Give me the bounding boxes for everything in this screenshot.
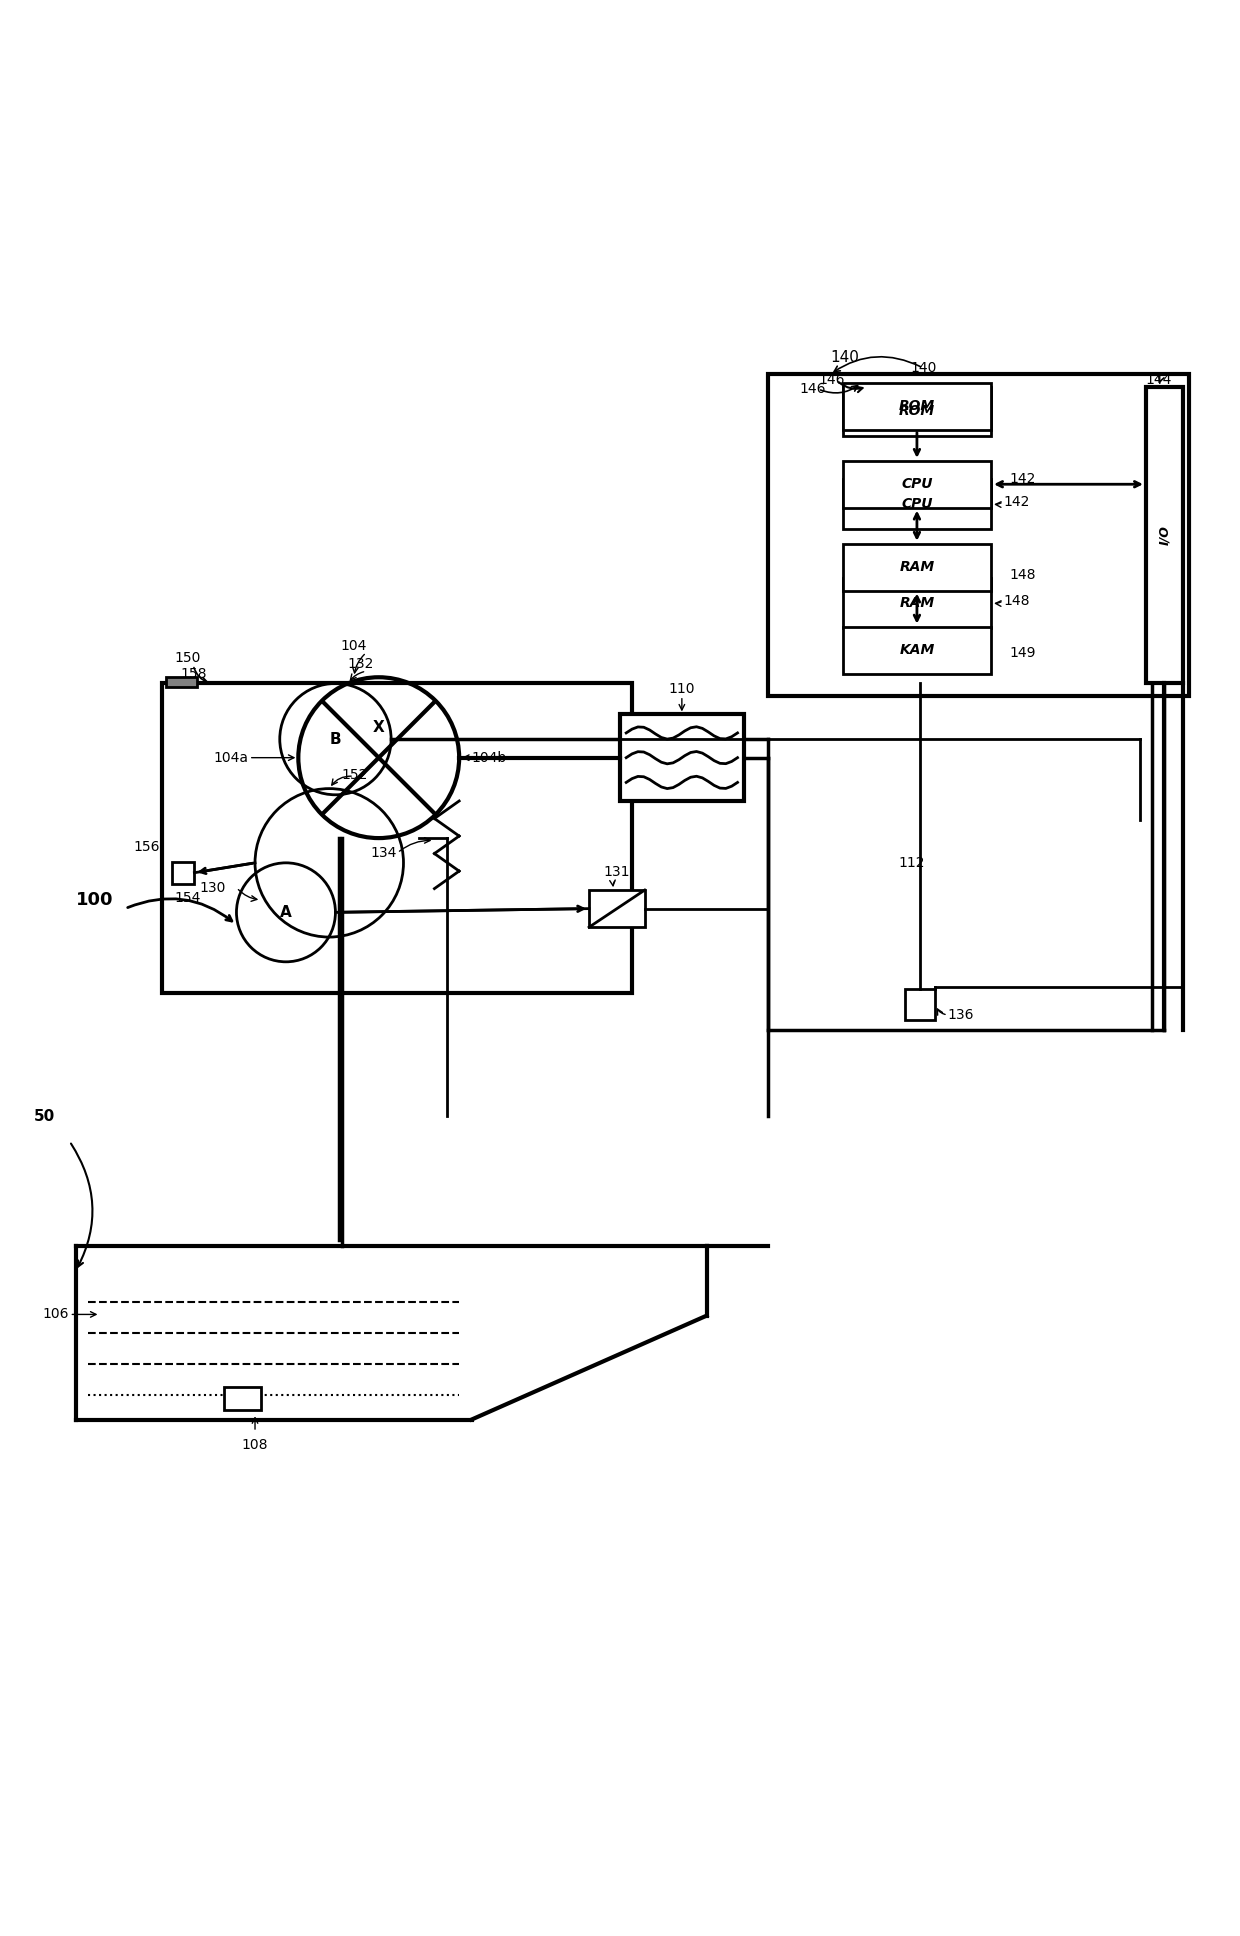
Text: 149: 149 xyxy=(1009,645,1037,660)
Text: 134: 134 xyxy=(371,846,397,860)
Text: I/O: I/O xyxy=(1158,525,1171,544)
Text: 152: 152 xyxy=(342,769,368,782)
Text: 108: 108 xyxy=(242,1438,268,1452)
Text: 140: 140 xyxy=(831,350,859,364)
Text: 132: 132 xyxy=(347,656,374,672)
Bar xyxy=(843,461,991,507)
Text: CPU: CPU xyxy=(901,498,932,511)
Bar xyxy=(1146,387,1183,683)
Text: 106: 106 xyxy=(43,1307,69,1322)
Text: RAM: RAM xyxy=(899,596,935,610)
Text: 146: 146 xyxy=(818,374,844,387)
Text: 150: 150 xyxy=(175,650,201,664)
Text: 131: 131 xyxy=(604,865,630,879)
Bar xyxy=(224,1388,262,1409)
Text: 104: 104 xyxy=(341,639,367,652)
Text: ROM: ROM xyxy=(899,399,935,412)
Text: 158: 158 xyxy=(181,666,207,681)
Text: ROM: ROM xyxy=(899,405,935,418)
Bar xyxy=(843,544,991,590)
Text: B: B xyxy=(330,732,341,747)
Text: RAM: RAM xyxy=(899,560,935,575)
Text: X: X xyxy=(373,720,384,736)
Text: 130: 130 xyxy=(200,881,226,894)
Bar xyxy=(843,383,991,430)
Text: 154: 154 xyxy=(175,891,201,906)
Text: 142: 142 xyxy=(1003,494,1030,509)
Bar xyxy=(843,480,991,529)
Bar xyxy=(620,714,744,802)
Text: 110: 110 xyxy=(668,681,696,695)
Bar xyxy=(904,989,935,1020)
Text: 146: 146 xyxy=(800,381,826,397)
Text: 100: 100 xyxy=(76,891,113,910)
Bar xyxy=(589,891,645,927)
Bar xyxy=(769,374,1189,695)
Text: 140: 140 xyxy=(910,360,937,376)
Bar xyxy=(166,678,197,687)
Text: 104a: 104a xyxy=(213,751,249,765)
Text: 156: 156 xyxy=(133,840,160,854)
Text: 142: 142 xyxy=(1009,472,1037,486)
Bar xyxy=(843,579,991,627)
Text: KAM: KAM xyxy=(899,643,935,656)
Text: 104b: 104b xyxy=(471,751,507,765)
Text: 112: 112 xyxy=(898,856,925,869)
Text: A: A xyxy=(280,904,291,920)
Text: 144: 144 xyxy=(1146,374,1172,387)
Text: 50: 50 xyxy=(33,1109,56,1125)
Bar xyxy=(162,683,632,993)
Text: 148: 148 xyxy=(1009,567,1037,581)
Bar xyxy=(843,387,991,436)
Bar xyxy=(172,862,195,885)
Text: 148: 148 xyxy=(1003,594,1030,608)
Bar xyxy=(843,627,991,674)
Text: CPU: CPU xyxy=(901,478,932,492)
Text: 136: 136 xyxy=(947,1009,975,1022)
